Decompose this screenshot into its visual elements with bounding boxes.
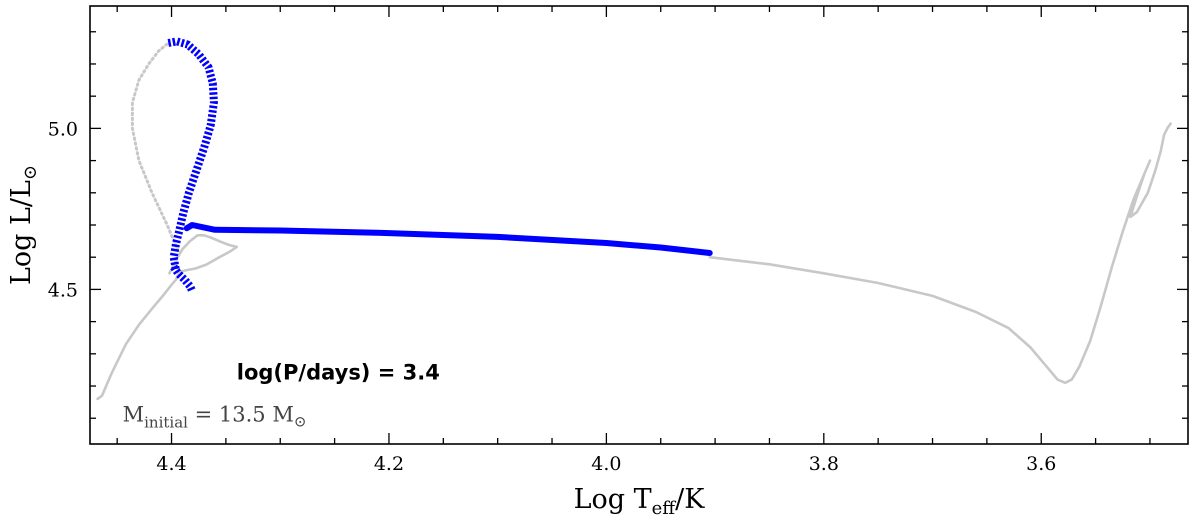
y-tick-label: 4.5	[48, 279, 78, 301]
tick-layer	[90, 6, 1188, 444]
initial-mass-annotation: Minitial = 13.5 M⊙	[123, 402, 307, 431]
series-line-5	[183, 222, 713, 256]
x-tick-label: 3.8	[809, 453, 839, 475]
series-line-4	[170, 264, 196, 293]
x-tick-label: 3.6	[1026, 453, 1056, 475]
x-tick-label: 4.2	[374, 453, 404, 475]
plot-frame	[89, 5, 1189, 445]
series-line-3	[167, 37, 218, 271]
period-annotation: log(P/days) = 3.4	[237, 361, 440, 385]
y-tick-label: 5.0	[48, 118, 78, 140]
series-line-1	[168, 234, 239, 275]
series-line-6	[708, 122, 1172, 385]
series-line-0	[96, 273, 180, 401]
x-axis-title: Log Teff/K	[574, 484, 706, 519]
series-layer	[96, 37, 1172, 401]
series-line-2	[130, 42, 180, 253]
y-axis-title: Log L/L⊙	[6, 165, 41, 285]
x-tick-label: 4.4	[156, 453, 186, 475]
label-layer: 4.4 4.2 4.0 3.8 3.6 4.5 5.0 Log Teff/K Log L/L⊙ l…	[6, 118, 1056, 519]
x-tick-label: 4.0	[591, 453, 621, 475]
